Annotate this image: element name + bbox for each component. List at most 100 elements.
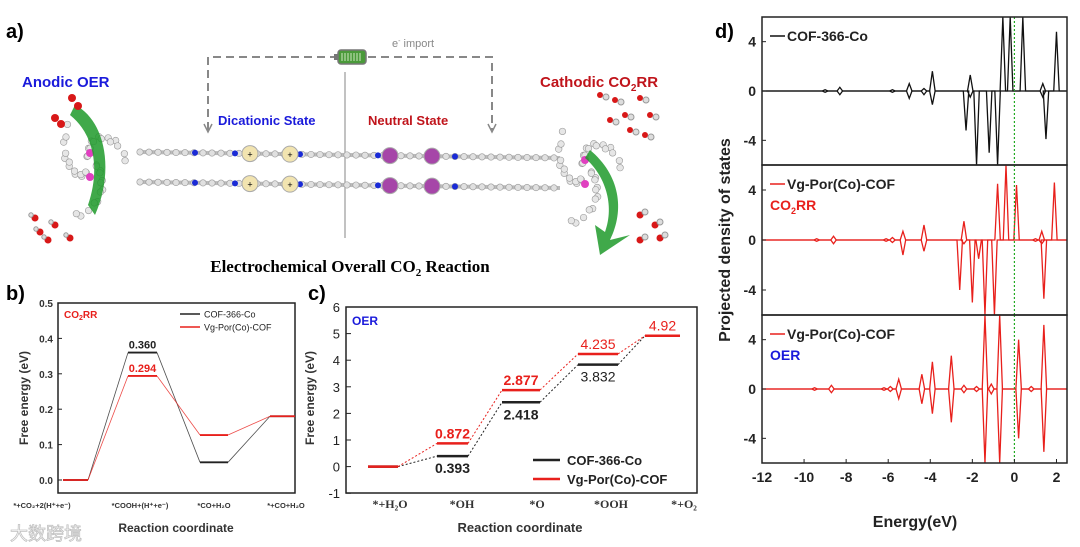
chart-d-xtick-label: -2 <box>966 469 979 485</box>
carbon-atom <box>181 149 189 157</box>
chart-c-value-label: 4.235 <box>580 336 615 352</box>
carbon-atom <box>172 179 180 187</box>
cathodic-co2rr-label: Cathodic CO2RR <box>540 74 658 94</box>
carbon-atom <box>523 184 531 192</box>
chart-b-tag: CO2RR <box>64 310 98 322</box>
chart-b-connector-1 <box>227 415 271 436</box>
carbon-atom <box>154 178 162 186</box>
carbon-atom <box>557 156 565 164</box>
carbon-atom <box>114 142 122 150</box>
e-import-label: e- import <box>392 38 434 50</box>
carbon-atom <box>208 149 216 157</box>
carbon-atom <box>217 179 225 187</box>
battery-icon <box>334 49 367 65</box>
carbon-atom <box>343 181 351 189</box>
carbon-atom <box>558 127 567 136</box>
chart-b-category-label: *+CO+H₂O <box>267 501 305 510</box>
circuit-arrowheads <box>203 123 497 134</box>
co2-carbon <box>612 118 620 126</box>
neutral-ring <box>423 177 441 195</box>
chart-d-xtick-label: 0 <box>1011 469 1019 485</box>
co2-carbon <box>632 128 640 136</box>
panel-a-label: a) <box>6 21 24 43</box>
carbon-atom <box>334 151 342 159</box>
co2-oxygen <box>642 132 648 138</box>
plus-charge: + <box>287 150 292 160</box>
anodic-oer-label: Anodic OER <box>22 74 110 91</box>
carbon-atom <box>532 184 540 192</box>
carbon-atom <box>121 157 129 165</box>
carbon-atom <box>172 149 180 157</box>
chart-d-xtick-label: 2 <box>1053 469 1061 485</box>
carbon-atom <box>585 206 593 214</box>
carbon-atom <box>592 142 600 150</box>
co2-carbon <box>627 113 635 121</box>
carbon-atom <box>460 153 468 161</box>
carbon-atom <box>505 183 513 191</box>
chart-d-ytick-label: 0 <box>748 381 756 397</box>
carbon-atom <box>601 145 610 153</box>
chart-b-connector-1 <box>156 375 201 436</box>
co2-oxygen <box>637 95 643 101</box>
carbon-atom <box>334 181 342 189</box>
chart-d-ytick-label: -4 <box>744 430 757 446</box>
chart-c-ytick-label: 1 <box>333 433 340 448</box>
carbon-atom <box>442 152 450 160</box>
carbon-atom <box>63 120 72 129</box>
carbon-atom <box>560 165 568 173</box>
carbon-atom <box>199 149 207 157</box>
chart-b-ylabel: Free energy (eV) <box>17 351 31 445</box>
carbon-atom <box>163 178 171 186</box>
chart-c-oer: c) OER Free energy (eV) Reaction coordin… <box>303 283 698 535</box>
chart-b-ytick-label: 0.2 <box>39 405 53 416</box>
carbon-atom <box>325 151 333 159</box>
oer-arrow <box>70 105 106 215</box>
panel-b-label: b) <box>6 283 25 305</box>
o2-molecule <box>51 114 59 122</box>
co2-carbon <box>602 93 610 101</box>
co2-oxygen <box>612 97 618 103</box>
chart-d-ytick-label: -4 <box>744 282 757 298</box>
chart-d-pdos: d) Projected density of states Energy(eV… <box>715 16 1068 531</box>
chart-b-legend-label: Vg-Por(Co)-COF <box>204 323 272 333</box>
carbon-atom <box>567 217 575 225</box>
chart-b-ytick-label: 0.4 <box>39 334 53 345</box>
chart-c-legend-label: Vg-Por(Co)-COF <box>567 472 667 487</box>
chart-c-ytick-label: 4 <box>333 353 340 368</box>
chart-c-connector-1 <box>397 442 438 468</box>
chart-d-legend-label: Vg-Por(Co)-COF <box>787 326 896 342</box>
nitrogen-atom <box>297 151 303 158</box>
chart-b-connector-0 <box>227 416 271 463</box>
carbon-atom <box>316 181 324 189</box>
chart-b-category-label: *COOH+(H⁺+e⁻) <box>112 501 169 510</box>
chart-b-co2rr: b) CO2RR Free energy (eV) Reaction coord… <box>6 283 305 535</box>
chart-c-ytick-label: -1 <box>328 486 340 501</box>
chart-c-ytick-label: 3 <box>333 380 340 395</box>
carbon-atom <box>415 182 423 190</box>
neutral-ring <box>381 177 399 195</box>
chart-c-connector-1 <box>539 353 579 391</box>
carbon-atom <box>82 168 90 176</box>
nitrogen-atom <box>232 150 238 157</box>
chart-b-ytick-label: 0.5 <box>39 299 53 310</box>
chart-d-xtick-label: -10 <box>794 469 814 485</box>
carbon-atom <box>609 149 617 157</box>
carbon-atom <box>496 153 504 161</box>
chart-c-value-label: 0.872 <box>435 425 470 441</box>
chart-c-category-label: *OH <box>450 497 475 511</box>
chart-d-xtick-label: -6 <box>882 469 895 485</box>
carbon-atom <box>460 183 468 191</box>
carbon-atom <box>352 151 360 159</box>
carbon-atom <box>406 152 414 160</box>
chart-c-value-label: 3.832 <box>580 369 615 385</box>
water-hydrogen <box>48 219 54 225</box>
carbon-atom <box>145 148 153 156</box>
carbon-atom <box>591 195 599 203</box>
plus-charge: + <box>287 180 292 190</box>
co2-oxygen <box>627 127 633 133</box>
o2-molecule <box>57 120 65 128</box>
co2-oxygen <box>647 112 653 118</box>
carbon-atom <box>106 138 115 146</box>
chart-b-ytick-label: 0.1 <box>39 441 53 452</box>
panel-c-label: c) <box>308 283 326 305</box>
